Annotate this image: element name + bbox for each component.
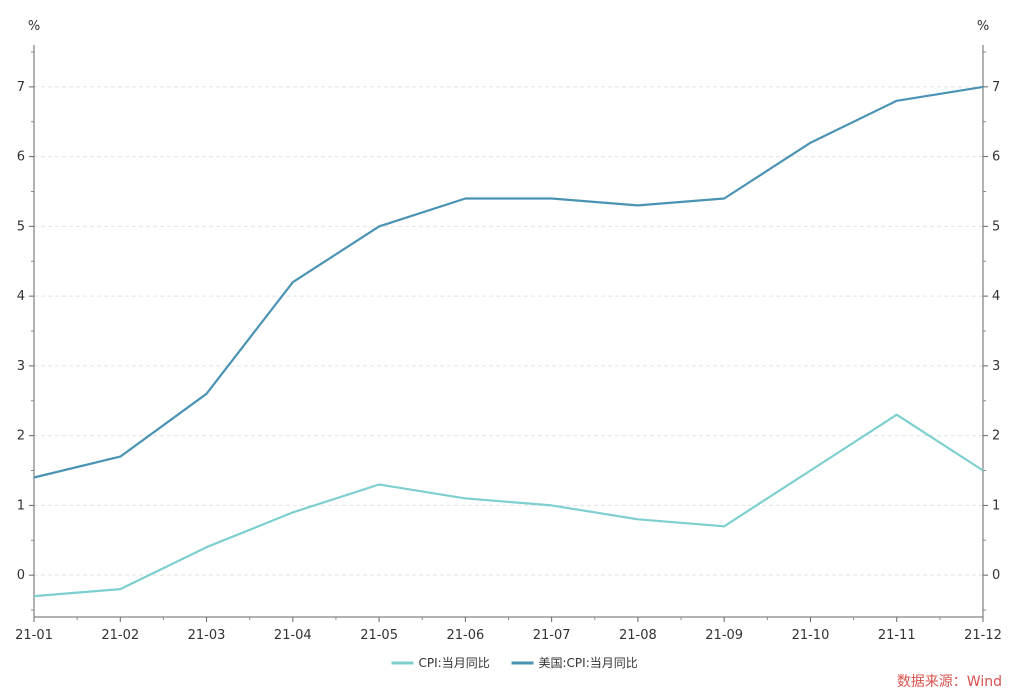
y-tick-label-left: 4 [17,289,25,304]
x-tick-label: 21-07 [533,628,571,643]
y-ticks: 0 0 1 1 2 2 3 3 4 4 5 5 6 6 7 7 [17,51,1000,611]
legend-label-1: CPI:当月同比 [419,656,490,670]
y-tick-label-left: 1 [17,498,25,513]
y-tick-label-right: 2 [992,429,1000,444]
source-note: 数据来源：Wind [896,674,1002,690]
y-tick-label-left: 2 [17,429,25,444]
y-tick-label-right: 3 [992,359,1000,374]
series-lines [33,85,984,598]
y-tick-label-right: 5 [992,219,1000,234]
y-tick-label-right: 4 [992,289,1000,304]
x-tick-label: 21-02 [101,628,139,643]
x-tick-label: 21-10 [792,628,830,643]
y-tick-label-right: 6 [992,150,1000,165]
x-tick-label: 21-12 [964,628,1002,643]
legend-label-2: 美国:CPI:当月同比 [539,656,638,670]
x-tick-label: 21-04 [274,628,312,643]
legend: CPI:当月同比 美国:CPI:当月同比 [391,656,638,670]
series-line-2 [33,85,984,479]
y-tick-label-left: 7 [17,80,25,95]
x-tick-label: 21-01 [15,628,53,643]
x-ticks: 21-01 21-02 21-03 21-04 21-05 21-06 21-07 21-08… [15,617,1002,643]
left-y-unit: % [28,19,40,34]
x-tick-label: 21-11 [878,628,916,643]
y-tick-label-right: 1 [992,498,1000,513]
y-tick-label-left: 0 [17,568,25,583]
x-tick-label: 21-03 [188,628,226,643]
y-tick-label-right: 7 [992,80,1000,95]
y-tick-label-left: 5 [17,219,25,234]
x-tick-label: 21-08 [619,628,657,643]
series-line-1 [33,413,984,598]
x-tick-label: 21-05 [360,628,398,643]
y-tick-label-left: 3 [17,359,25,374]
right-y-unit: % [977,19,989,34]
y-tick-label-left: 6 [17,150,25,165]
y-tick-label-right: 0 [992,568,1000,583]
x-tick-label: 21-09 [705,628,743,643]
axes [33,45,984,618]
x-tick-label: 21-06 [446,628,484,643]
